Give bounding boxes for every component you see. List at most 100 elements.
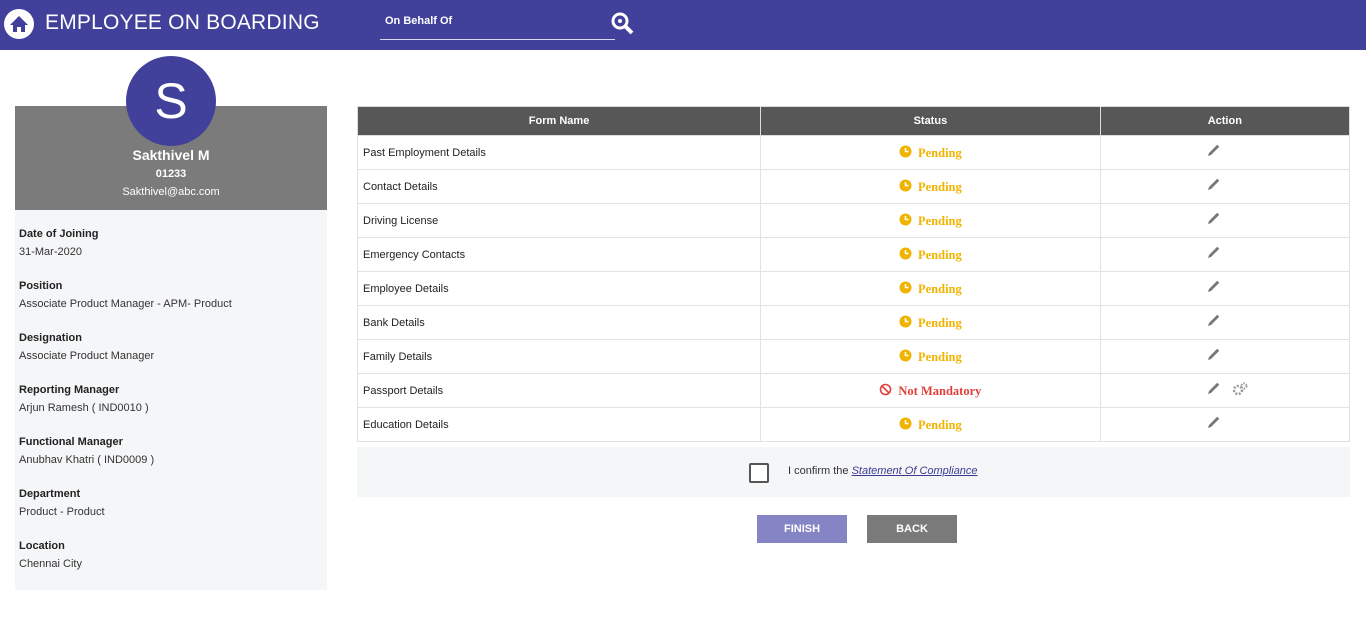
profile-details: Date of Joining 31-Mar-2020 Position Associ…	[15, 210, 327, 590]
status-icon	[899, 145, 918, 160]
status-text: Not Mandatory	[898, 383, 982, 398]
form-name: Bank Details	[356, 305, 762, 340]
form-name: Family Details	[356, 339, 762, 374]
column-header: Form Name	[356, 106, 762, 136]
status-text: Pending	[918, 281, 962, 296]
edit-action[interactable]	[1205, 212, 1231, 230]
home-button[interactable]	[4, 9, 34, 39]
back-button[interactable]: BACK	[867, 515, 957, 543]
status-text: Pending	[918, 145, 962, 160]
app-title: EMPLOYEE ON BOARDING	[45, 11, 320, 34]
compliance-box: I confirm the Statement Of Compliance	[357, 447, 1350, 497]
field-value: Product - Product	[19, 506, 105, 518]
field-value: Associate Product Manager	[19, 350, 155, 362]
field-value: Chennai City	[19, 558, 82, 570]
search-field[interactable]: On Behalf Of	[380, 8, 615, 40]
form-name: Driving License	[356, 203, 762, 238]
status-icon	[899, 281, 918, 296]
compliance-checkbox[interactable]	[749, 463, 769, 483]
field-value: 31-Mar-2020	[19, 246, 82, 258]
status-cell: Pending	[760, 237, 1101, 272]
status-text: Pending	[918, 315, 962, 330]
edit-action[interactable]	[1205, 348, 1231, 366]
action-cell	[1099, 203, 1351, 238]
field-label: Department	[19, 488, 81, 500]
edit-action[interactable]	[1205, 144, 1231, 162]
status-icon	[899, 349, 918, 364]
form-row: Bank Details Pending	[356, 305, 1351, 340]
status-cell: Pending	[760, 203, 1101, 238]
field-label: Designation	[19, 332, 82, 344]
form-row: Employee Details Pending	[356, 271, 1351, 306]
form-row: Family Details Pending	[356, 339, 1351, 374]
form-row: Passport Details Not Mandatory	[356, 373, 1351, 408]
status-cell: Pending	[760, 407, 1101, 442]
settings-action[interactable]	[1231, 382, 1249, 400]
finish-button[interactable]: FINISH	[757, 515, 847, 543]
employee-email: Sakthivel@abc.com	[122, 186, 220, 198]
status-text: Pending	[918, 247, 962, 262]
search-placeholder: On Behalf Of	[385, 15, 453, 27]
avatar: S	[126, 56, 216, 146]
action-cell	[1099, 339, 1351, 374]
compliance-text: I confirm the Statement Of Compliance	[788, 465, 978, 477]
edit-action[interactable]	[1205, 178, 1231, 196]
form-name: Passport Details	[356, 373, 762, 408]
top-bar: EMPLOYEE ON BOARDING On Behalf Of	[0, 0, 1366, 50]
action-cell	[1099, 237, 1351, 272]
status-text: Pending	[918, 349, 962, 364]
edit-action[interactable]	[1205, 280, 1231, 298]
column-header: Status	[760, 106, 1101, 136]
form-row: Education Details Pending	[356, 407, 1351, 442]
status-cell: Pending	[760, 305, 1101, 340]
forms-table: Form Name Status Action Past Employment De…	[356, 106, 1351, 442]
form-name: Employee Details	[356, 271, 762, 306]
field-label: Reporting Manager	[19, 384, 120, 396]
action-cell	[1099, 169, 1351, 204]
status-cell: Pending	[760, 271, 1101, 306]
status-text: Pending	[918, 213, 962, 228]
status-icon	[899, 247, 918, 262]
compliance-label: I confirm the	[788, 465, 849, 477]
edit-action[interactable]	[1205, 246, 1231, 264]
action-cell	[1099, 407, 1351, 442]
field-label: Location	[19, 540, 65, 552]
form-row: Contact Details Pending	[356, 169, 1351, 204]
status-cell: Pending	[760, 135, 1101, 170]
status-icon	[899, 179, 918, 194]
search-button[interactable]	[609, 10, 637, 38]
form-name: Contact Details	[356, 169, 762, 204]
edit-action[interactable]	[1205, 382, 1231, 400]
status-icon	[899, 213, 918, 228]
status-cell: Not Mandatory	[760, 373, 1101, 408]
table-body: Past Employment Details Pending Contact De…	[356, 135, 1351, 442]
edit-action[interactable]	[1205, 314, 1231, 332]
action-cell	[1099, 271, 1351, 306]
compliance-link[interactable]: Statement Of Compliance	[851, 465, 978, 477]
status-text: Pending	[918, 179, 962, 194]
action-cell	[1099, 135, 1351, 170]
field-label: Date of Joining	[19, 228, 99, 240]
form-name: Emergency Contacts	[356, 237, 762, 272]
form-name: Education Details	[356, 407, 762, 442]
form-row: Past Employment Details Pending	[356, 135, 1351, 170]
status-icon	[879, 383, 898, 398]
employee-name: Sakthivel M	[132, 147, 210, 163]
employee-id: 01233	[155, 168, 187, 180]
status-cell: Pending	[760, 339, 1101, 374]
status-cell: Pending	[760, 169, 1101, 204]
home-icon	[10, 16, 28, 32]
status-text: Pending	[918, 417, 962, 432]
field-value: Arjun Ramesh ( IND0010 )	[19, 402, 149, 414]
form-row: Driving License Pending	[356, 203, 1351, 238]
field-label: Position	[19, 280, 63, 292]
action-cell	[1099, 305, 1351, 340]
form-row: Emergency Contacts Pending	[356, 237, 1351, 272]
form-name: Past Employment Details	[356, 135, 762, 170]
status-icon	[899, 315, 918, 330]
column-header: Action	[1099, 106, 1351, 136]
status-icon	[899, 417, 918, 432]
edit-action[interactable]	[1205, 416, 1231, 434]
action-cell	[1099, 373, 1351, 408]
